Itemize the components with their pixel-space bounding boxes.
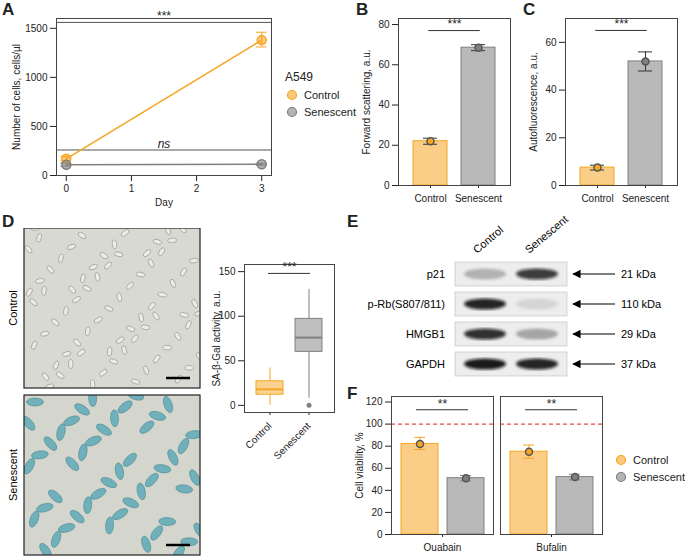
svg-text:40: 40 bbox=[378, 99, 390, 110]
svg-text:20: 20 bbox=[378, 139, 390, 150]
svg-text:***: *** bbox=[157, 9, 171, 23]
html-text:C: C bbox=[523, 0, 536, 19]
svg-text:Senescent: Senescent bbox=[455, 193, 502, 204]
svg-text:0: 0 bbox=[384, 180, 390, 191]
svg-text:ns: ns bbox=[158, 137, 171, 151]
svg-text:**: ** bbox=[438, 397, 448, 411]
html-text:Senescent: Senescent bbox=[304, 106, 356, 118]
html-text:Control: Control bbox=[633, 454, 669, 466]
svg-text:Control: Control bbox=[243, 420, 274, 451]
svg-text:60: 60 bbox=[545, 37, 557, 48]
svg-text:0: 0 bbox=[377, 529, 383, 540]
svg-text:p21: p21 bbox=[427, 268, 445, 280]
svg-text:80: 80 bbox=[378, 19, 390, 30]
svg-text:HMGB1: HMGB1 bbox=[406, 328, 445, 340]
svg-text:Control: Control bbox=[581, 193, 613, 204]
svg-text:Day: Day bbox=[155, 197, 173, 208]
svg-text:Control: Control bbox=[414, 193, 446, 204]
html-text:F: F bbox=[347, 384, 358, 403]
html-text:A: A bbox=[2, 0, 15, 19]
html-text:Senescent: Senescent bbox=[633, 471, 685, 483]
svg-text:GAPDH: GAPDH bbox=[406, 358, 445, 370]
svg-text:29 kDa: 29 kDa bbox=[621, 328, 657, 340]
svg-text:100: 100 bbox=[218, 310, 236, 322]
svg-text:Number of cells, cells/µl: Number of cells, cells/µl bbox=[11, 44, 22, 150]
svg-text:20: 20 bbox=[371, 507, 383, 518]
svg-text:***: *** bbox=[614, 17, 628, 31]
svg-text:500: 500 bbox=[31, 121, 48, 132]
svg-text:60: 60 bbox=[378, 59, 390, 70]
svg-text:2: 2 bbox=[194, 183, 200, 194]
svg-text:0: 0 bbox=[551, 180, 557, 191]
svg-text:40: 40 bbox=[371, 485, 383, 496]
svg-text:1500: 1500 bbox=[25, 23, 48, 34]
svg-text:SA-β-Gal activity, a.u.: SA-β-Gal activity, a.u. bbox=[211, 290, 222, 386]
svg-text:**: ** bbox=[547, 397, 557, 411]
svg-text:Senescent: Senescent bbox=[271, 420, 312, 461]
svg-text:0: 0 bbox=[230, 400, 236, 411]
svg-text:Senescent: Senescent bbox=[622, 193, 669, 204]
svg-text:Senescent: Senescent bbox=[523, 213, 571, 256]
svg-text:21 kDa: 21 kDa bbox=[621, 268, 657, 280]
html-text:E: E bbox=[347, 212, 359, 231]
svg-text:0: 0 bbox=[42, 170, 48, 181]
svg-text:***: *** bbox=[447, 17, 461, 31]
svg-text:Autofluorescence, a.u.: Autofluorescence, a.u. bbox=[528, 52, 539, 152]
svg-text:Control: Control bbox=[7, 290, 19, 325]
svg-text:1000: 1000 bbox=[25, 72, 48, 83]
html-text:D: D bbox=[2, 212, 15, 231]
svg-text:150: 150 bbox=[219, 266, 236, 277]
svg-text:Cell viability, %: Cell viability, % bbox=[354, 432, 365, 499]
svg-text:0: 0 bbox=[63, 183, 69, 194]
svg-text:100: 100 bbox=[366, 418, 383, 429]
html-text:Control: Control bbox=[304, 89, 340, 101]
svg-text:Senescent: Senescent bbox=[7, 449, 19, 501]
svg-text:Forward scattering, a.u.: Forward scattering, a.u. bbox=[361, 49, 372, 154]
svg-text:60: 60 bbox=[371, 462, 383, 473]
svg-text:80: 80 bbox=[371, 440, 383, 451]
svg-text:Control: Control bbox=[471, 224, 506, 256]
svg-text:Ouabain: Ouabain bbox=[424, 542, 462, 553]
svg-text:p-Rb(S807/811): p-Rb(S807/811) bbox=[368, 298, 445, 310]
svg-text:37 kDa: 37 kDa bbox=[621, 358, 657, 370]
svg-text:110 kDa: 110 kDa bbox=[621, 298, 662, 310]
svg-text:120: 120 bbox=[366, 396, 383, 407]
html-text:A549: A549 bbox=[285, 70, 313, 84]
svg-text:20: 20 bbox=[545, 132, 557, 143]
svg-text:1: 1 bbox=[129, 183, 135, 194]
svg-text:40: 40 bbox=[545, 84, 557, 95]
svg-text:50: 50 bbox=[224, 355, 236, 366]
svg-text:Bufalin: Bufalin bbox=[536, 542, 567, 553]
html-text:B: B bbox=[356, 0, 369, 19]
svg-text:***: *** bbox=[282, 260, 296, 274]
svg-text:3: 3 bbox=[259, 183, 265, 194]
